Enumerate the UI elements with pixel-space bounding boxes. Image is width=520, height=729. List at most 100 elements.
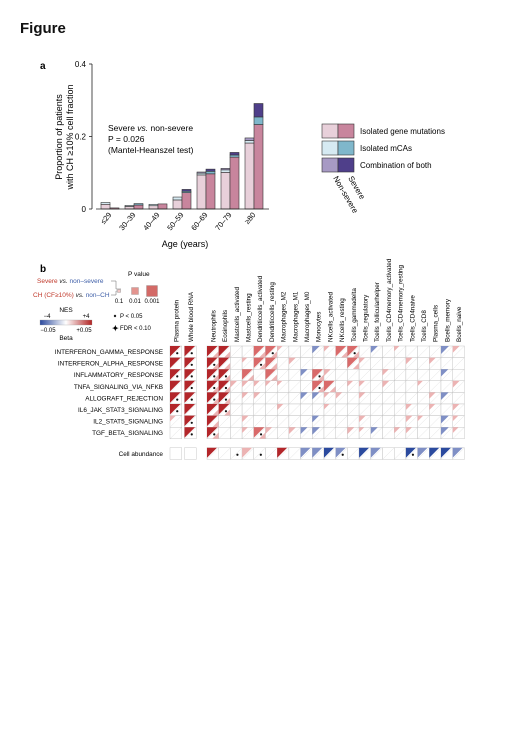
heatmap-triangle-upper bbox=[370, 346, 378, 354]
heatmap-triangle-upper bbox=[300, 392, 308, 400]
row-label: INFLAMMATORY_RESPONSE bbox=[74, 372, 163, 379]
heatmap-triangle-upper bbox=[207, 346, 218, 357]
heatmap-triangle-upper bbox=[429, 357, 436, 365]
bar-segment bbox=[229, 152, 240, 156]
heatmap-triangle-lower bbox=[212, 362, 219, 370]
cell-diagonal bbox=[382, 415, 395, 428]
cell-diagonal bbox=[184, 427, 197, 439]
heatmap-triangle-upper bbox=[417, 415, 424, 422]
cell-diagonal bbox=[184, 345, 197, 358]
cell-diagonal bbox=[253, 357, 266, 370]
heatmap-triangle-upper bbox=[242, 380, 249, 388]
test-annotation-line3: (Mantel-Heanszel test) bbox=[108, 145, 194, 155]
fdr-note: FDR < 0.10 bbox=[120, 326, 152, 332]
significance-dot bbox=[213, 433, 216, 436]
cell-diagonal bbox=[335, 369, 348, 381]
cell-diagonal bbox=[347, 403, 360, 416]
heatmap-triangle-upper bbox=[253, 392, 261, 399]
bar-segment bbox=[133, 203, 144, 206]
column-header: Macrophages_M0 bbox=[304, 291, 311, 342]
heatmap-triangle-upper bbox=[253, 380, 260, 387]
cell-diagonal bbox=[300, 369, 313, 381]
cell-diagonal bbox=[253, 345, 266, 358]
cell-diagonal bbox=[335, 447, 348, 460]
heatmap-triangle-upper bbox=[312, 392, 320, 400]
cell-diagonal bbox=[184, 392, 197, 405]
cell-diagonal bbox=[277, 345, 290, 358]
bar-segment bbox=[205, 171, 216, 175]
cell-diagonal bbox=[312, 369, 325, 381]
cell-diagonal bbox=[253, 403, 266, 416]
cell-diagonal bbox=[394, 357, 407, 370]
heatmap-triangle-upper bbox=[300, 427, 308, 435]
heatmap-triangle-lower bbox=[223, 351, 231, 358]
cell-diagonal bbox=[429, 380, 442, 393]
cell-diagonal bbox=[169, 380, 182, 393]
column-header: NKcells_activated bbox=[327, 291, 334, 342]
heatmap-triangle-upper bbox=[184, 357, 196, 369]
cell-diagonal bbox=[347, 447, 360, 460]
cell-diagonal bbox=[429, 345, 442, 358]
heatmap-triangle-upper bbox=[394, 427, 401, 434]
beta-min: −0.05 bbox=[40, 328, 56, 334]
heatmap-triangle-upper bbox=[452, 346, 460, 353]
significance-dot bbox=[318, 386, 321, 390]
x-tick-label: 30–39 bbox=[117, 211, 137, 233]
panel-b-letter: b bbox=[40, 264, 46, 275]
heatmap-triangle-upper bbox=[359, 415, 366, 423]
heatmap-triangle-lower bbox=[212, 351, 219, 358]
cell-diagonal bbox=[312, 357, 325, 370]
beta-max: +0.05 bbox=[76, 328, 92, 334]
cell-diagonal bbox=[417, 369, 430, 381]
heatmap-triangle-upper bbox=[347, 346, 358, 357]
abundance-triangle bbox=[359, 447, 370, 458]
heatmap-triangle-upper bbox=[230, 380, 238, 388]
significance-dot bbox=[213, 398, 216, 401]
cell-diagonal bbox=[265, 415, 278, 428]
heatmap-triangle-lower bbox=[270, 351, 278, 358]
cell-diagonal bbox=[312, 415, 325, 428]
cell-diagonal bbox=[358, 415, 371, 428]
abundance-triangle bbox=[335, 447, 346, 458]
cell-diagonal bbox=[323, 357, 336, 370]
heatmap-triangle-upper bbox=[312, 369, 323, 380]
row-label: IL6_JAK_STAT3_SIGNALING bbox=[78, 407, 163, 414]
column-header: Dendriticcells_resting bbox=[269, 282, 276, 342]
cell-diagonal bbox=[288, 447, 301, 460]
bar-segment bbox=[100, 202, 111, 205]
heatmap-triangle-upper bbox=[359, 357, 366, 364]
cell-diagonal bbox=[452, 447, 465, 460]
heatmap-triangle-upper bbox=[288, 427, 296, 435]
test-annotation-line2: P = 0.026 bbox=[108, 134, 145, 144]
cell-diagonal bbox=[288, 380, 301, 393]
y-tick-label: 0.2 bbox=[75, 133, 87, 142]
column-header: Dendriticcells_activated bbox=[257, 275, 264, 342]
heatmap-triangle-upper bbox=[300, 369, 308, 377]
bar-segment bbox=[172, 196, 183, 201]
cell-diagonal bbox=[169, 427, 182, 439]
cell-diagonal bbox=[169, 403, 182, 416]
p-value-square bbox=[146, 285, 158, 297]
cell-diagonal bbox=[241, 447, 254, 460]
cell-diagonal bbox=[218, 403, 231, 416]
cell-diagonal bbox=[429, 392, 442, 405]
cell-diagonal bbox=[253, 447, 266, 460]
legend-swatch-severe bbox=[337, 123, 355, 139]
cell-diagonal bbox=[452, 345, 465, 358]
legend-swatch-non-severe bbox=[321, 157, 339, 173]
cell-diagonal bbox=[241, 392, 254, 405]
nes-gradient-bar bbox=[39, 319, 93, 326]
heatmap-triangle-upper bbox=[452, 427, 459, 434]
cell-diagonal bbox=[394, 345, 407, 358]
cell-diagonal bbox=[335, 357, 348, 370]
heatmap-triangle-lower bbox=[317, 385, 324, 393]
significance-dot bbox=[318, 375, 321, 378]
heatmap-triangle-upper bbox=[184, 415, 196, 427]
heatmap-triangle-upper bbox=[265, 427, 273, 434]
heatmap-triangle-upper bbox=[170, 346, 181, 357]
cell-diagonal bbox=[417, 415, 430, 428]
column-header: Tcells_CD4memory_activated bbox=[386, 258, 393, 342]
nes-title: NES bbox=[59, 307, 73, 314]
heatmap-triangle-upper bbox=[253, 346, 265, 357]
nes-max: +4 bbox=[83, 314, 91, 320]
